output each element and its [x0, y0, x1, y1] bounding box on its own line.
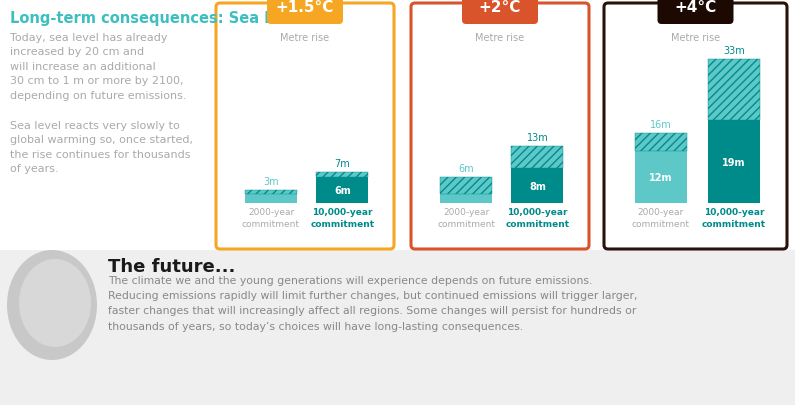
Text: Long-term consequences: Sea level rise: Long-term consequences: Sea level rise: [10, 11, 340, 26]
Bar: [511, 168, 564, 203]
Text: +2°C: +2°C: [479, 0, 522, 15]
Text: Today, sea level has already
increased by 20 cm and
will increase an additional
: Today, sea level has already increased b…: [10, 33, 187, 100]
Text: +1.5°C: +1.5°C: [276, 0, 334, 15]
Bar: [245, 195, 297, 203]
Bar: [245, 190, 297, 195]
Text: The future...: The future...: [108, 257, 235, 275]
Text: 3m: 3m: [263, 177, 279, 186]
Text: 13m: 13m: [526, 133, 549, 143]
Bar: [708, 121, 760, 203]
Text: Metre rise: Metre rise: [475, 33, 525, 43]
Text: 33m: 33m: [723, 46, 745, 56]
FancyBboxPatch shape: [462, 0, 538, 25]
FancyBboxPatch shape: [267, 0, 343, 25]
Bar: [316, 173, 368, 177]
Text: +4°C: +4°C: [674, 0, 716, 15]
Bar: [708, 60, 760, 121]
Text: 7m: 7m: [335, 159, 351, 169]
Text: The climate we and the young generations will experience depends on future emiss: The climate we and the young generations…: [108, 275, 638, 331]
Text: 6m: 6m: [334, 185, 351, 196]
Ellipse shape: [7, 250, 97, 360]
Bar: [0, 0, 795, 250]
Bar: [0, 250, 795, 405]
Text: 2000-year
commitment: 2000-year commitment: [631, 207, 689, 228]
Text: Metre rise: Metre rise: [671, 33, 720, 43]
Text: 2000-year
commitment: 2000-year commitment: [242, 207, 300, 228]
FancyBboxPatch shape: [657, 0, 734, 25]
Text: 10,000-year
commitment: 10,000-year commitment: [702, 207, 766, 228]
Ellipse shape: [19, 259, 91, 347]
Text: 2000-year
commitment: 2000-year commitment: [437, 207, 495, 228]
Text: Sea level reacts very slowly to
global warming so, once started,
the rise contin: Sea level reacts very slowly to global w…: [10, 121, 193, 174]
Bar: [634, 151, 687, 203]
Bar: [440, 195, 492, 203]
Text: 19m: 19m: [722, 157, 746, 167]
Bar: [511, 147, 564, 168]
FancyBboxPatch shape: [411, 4, 589, 249]
Text: 6m: 6m: [458, 163, 474, 173]
Text: 12m: 12m: [649, 173, 673, 182]
Text: 8m: 8m: [529, 181, 546, 191]
Text: 10,000-year
commitment: 10,000-year commitment: [506, 207, 569, 228]
Bar: [440, 177, 492, 195]
Text: 10,000-year
commitment: 10,000-year commitment: [310, 207, 374, 228]
Bar: [316, 177, 368, 203]
Text: 16m: 16m: [650, 120, 671, 130]
Bar: [634, 134, 687, 151]
FancyBboxPatch shape: [216, 4, 394, 249]
FancyBboxPatch shape: [604, 4, 787, 249]
Text: Metre rise: Metre rise: [281, 33, 330, 43]
